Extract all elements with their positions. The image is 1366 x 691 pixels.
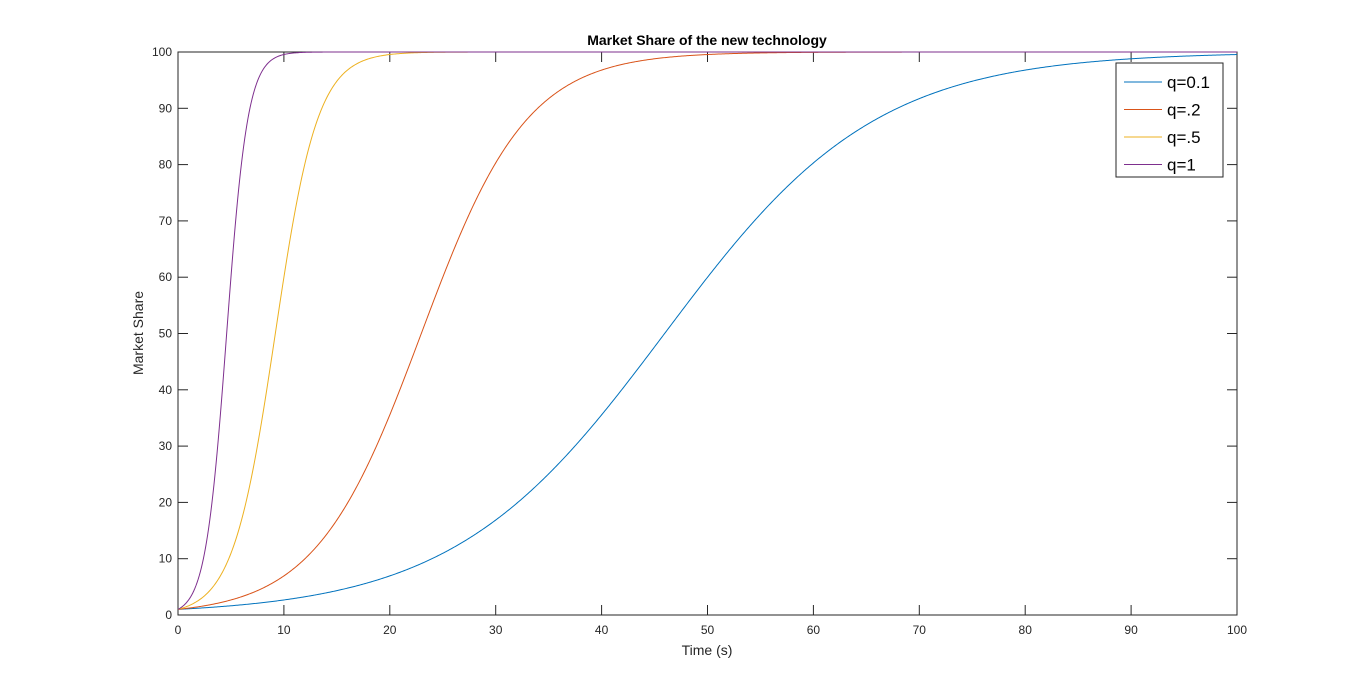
legend-label-1: q=0.1 [1167,73,1210,92]
x-tick-label: 30 [489,623,503,637]
y-tick-label: 50 [159,327,173,341]
x-tick-label: 10 [277,623,291,637]
x-tick-label: 60 [807,623,821,637]
y-tick-label: 60 [159,270,173,284]
legend-label-3: q=.5 [1167,128,1201,147]
y-tick-label: 0 [165,608,172,622]
x-tick-label: 50 [701,623,715,637]
x-axis-label: Time (s) [682,642,733,658]
x-tick-labels: 0 10 20 30 40 50 60 70 80 90 100 [175,623,1248,637]
y-tick-label: 10 [159,552,173,566]
legend: q=0.1 q=.2 q=.5 q=1 [1115,62,1224,178]
x-tick-label: 20 [383,623,397,637]
series-lines [177,51,1238,610]
x-tick-label: 70 [913,623,927,637]
y-tick-label: 30 [159,439,173,453]
y-tick-label: 20 [159,495,173,509]
x-tick-label: 80 [1019,623,1033,637]
x-tick-label: 40 [595,623,609,637]
x-tick-label: 100 [1227,623,1247,637]
y-tick-label: 70 [159,214,173,228]
y-tick-label: 90 [159,101,173,115]
y-tick-labels: 0 10 20 30 40 50 60 70 80 90 100 [152,45,172,622]
axis-ticks [177,51,1238,616]
y-tick-label: 40 [159,383,173,397]
y-axis-label: Market Share [130,291,146,375]
series-line-4 [177,51,1237,610]
x-tick-label: 0 [175,623,182,637]
plot-area [177,51,1238,616]
legend-label-2: q=.2 [1167,101,1201,120]
legend-label-4: q=1 [1167,156,1196,175]
y-tick-label: 100 [152,45,172,59]
chart-title: Market Share of the new technology [587,32,827,48]
series-line-1 [177,54,1238,610]
x-tick-label: 90 [1124,623,1138,637]
y-tick-label: 80 [159,158,173,172]
